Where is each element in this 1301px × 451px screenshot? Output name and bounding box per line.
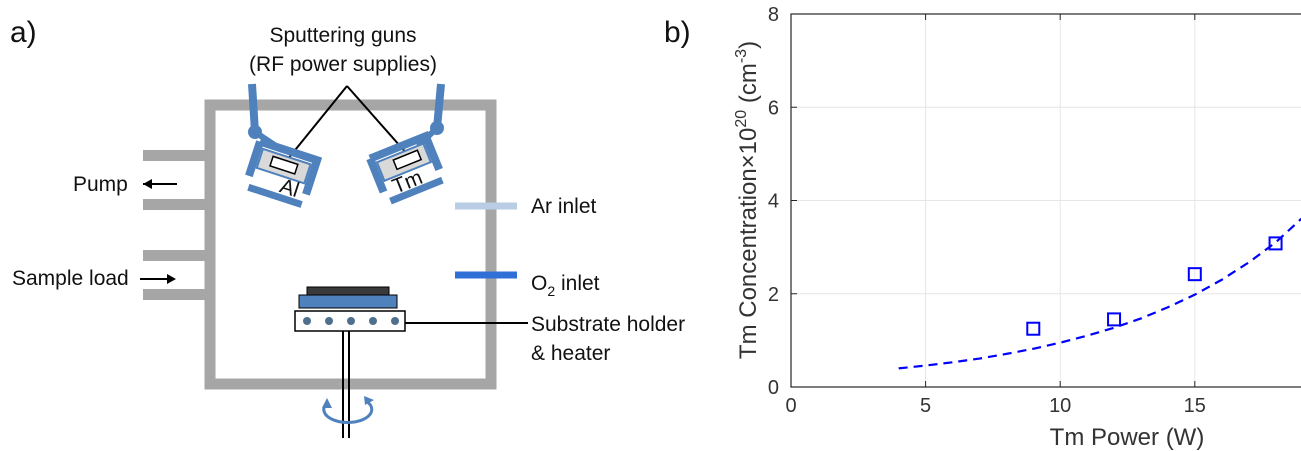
data-point-marker [1107,312,1122,327]
x-tick-label: 0 [785,395,796,417]
y-tick-label: 8 [768,4,779,26]
sputtering-gun-al: Al [245,83,323,208]
sputtering-guns-label: Sputtering guns [269,24,416,47]
x-tick-label: 10 [1049,395,1071,417]
substrate-holder [294,286,406,438]
ar-inlet-label: Ar inlet [531,195,597,218]
y-tick-label: 6 [768,97,779,119]
chamber [143,99,497,390]
x-tick-label: 5 [920,395,931,417]
y-tick-label: 4 [768,191,779,213]
pump-arrow [143,179,177,189]
x-tick-label: 15 [1184,395,1206,417]
y-axis-ticks: 0 2 4 6 8 [768,4,797,399]
pump-label: Pump [73,173,128,196]
heater-label: & heater [531,342,610,365]
y-axis-title: Tm Concentration×1020 (cm-3) [733,41,762,359]
data-point-marker [1268,236,1283,251]
series-layer [898,217,1301,370]
sample-load-label: Sample load [12,267,129,290]
y-tick-label: 2 [768,284,779,306]
panel-a: a) Pump Sample load Sputtering guns (RF … [10,16,685,438]
sputtering-gun-tm: Tm [366,83,445,205]
sample-load-arrow [140,274,176,284]
fit-curve [898,217,1301,370]
data-point-marker [1187,267,1202,282]
panel-a-label: a) [10,16,37,49]
rotation-arrow-icon [322,396,374,424]
o2-inlet-label: O2 inlet [531,272,600,299]
x-axis-ticks: 0510152025 [785,14,1206,417]
pump-port-top [143,150,210,161]
rf-power-label: (RF power supplies) [249,53,437,76]
x-axis-title: Tm Power (W) [1050,424,1205,451]
panel-b-label: b) [664,16,691,49]
substrate-label: Substrate holder [531,313,685,336]
pump-port-bottom [143,199,210,210]
load-port-top [143,250,210,261]
load-port-bottom [143,289,210,300]
data-point-marker [1026,321,1041,336]
y-tick-label: 0 [768,377,779,399]
chamber-wall [204,99,497,390]
